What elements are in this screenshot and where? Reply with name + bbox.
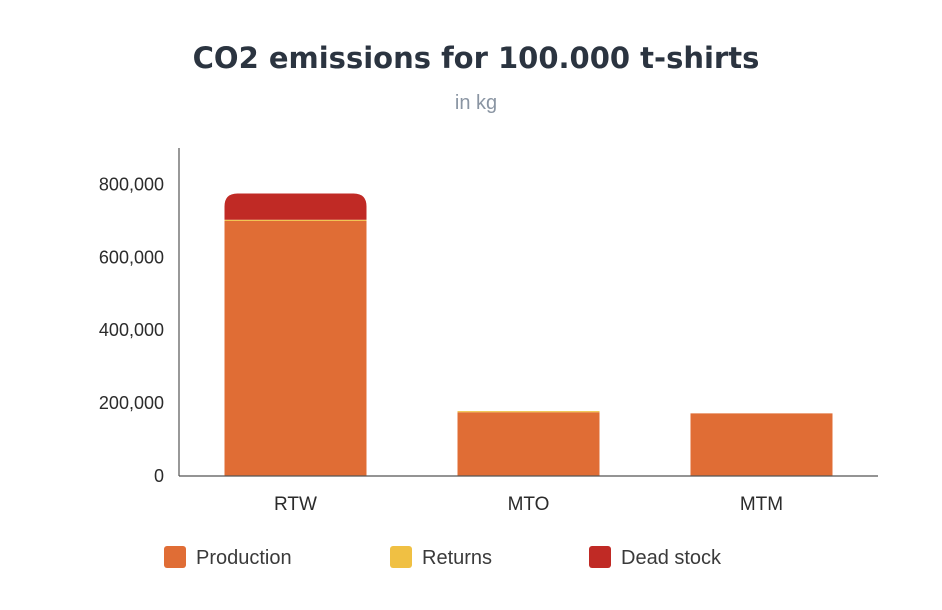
bar-rtw-dead-stock bbox=[224, 193, 367, 220]
legend-swatch bbox=[589, 546, 611, 568]
chart-subtitle: in kg bbox=[455, 92, 497, 114]
x-tick-label: RTW bbox=[274, 494, 317, 515]
legend-label: Dead stock bbox=[621, 547, 722, 569]
legend-item-returns: Returns bbox=[390, 546, 492, 569]
bar-mto-production bbox=[457, 412, 600, 476]
bar-rtw-returns bbox=[224, 219, 367, 221]
y-tick-label: 400,000 bbox=[99, 320, 164, 340]
y-axis: 0 200,000 400,000 600,000 800,000 bbox=[99, 148, 180, 486]
y-tick-label: 600,000 bbox=[99, 247, 164, 267]
legend-item-production: Production bbox=[164, 546, 292, 569]
legend-label: Production bbox=[196, 547, 292, 569]
y-tick-label: 800,000 bbox=[99, 174, 164, 194]
legend-label: Returns bbox=[422, 547, 492, 569]
x-tick-label: MTO bbox=[508, 494, 550, 515]
x-tick-label: MTM bbox=[740, 494, 783, 515]
bars-group bbox=[224, 193, 833, 476]
y-tick-label: 0 bbox=[154, 466, 164, 486]
legend: Production Returns Dead stock bbox=[164, 546, 722, 569]
y-tick-label: 200,000 bbox=[99, 393, 164, 413]
bar-mtm-production bbox=[690, 413, 833, 476]
legend-swatch bbox=[164, 546, 186, 568]
chart-title: CO2 emissions for 100.000 t-shirts bbox=[193, 41, 760, 75]
bar-mto-returns bbox=[457, 411, 600, 413]
legend-swatch bbox=[390, 546, 412, 568]
bar-rtw-production bbox=[224, 220, 367, 476]
x-axis: RTW MTO MTM bbox=[179, 475, 878, 515]
legend-item-dead-stock: Dead stock bbox=[589, 546, 722, 569]
